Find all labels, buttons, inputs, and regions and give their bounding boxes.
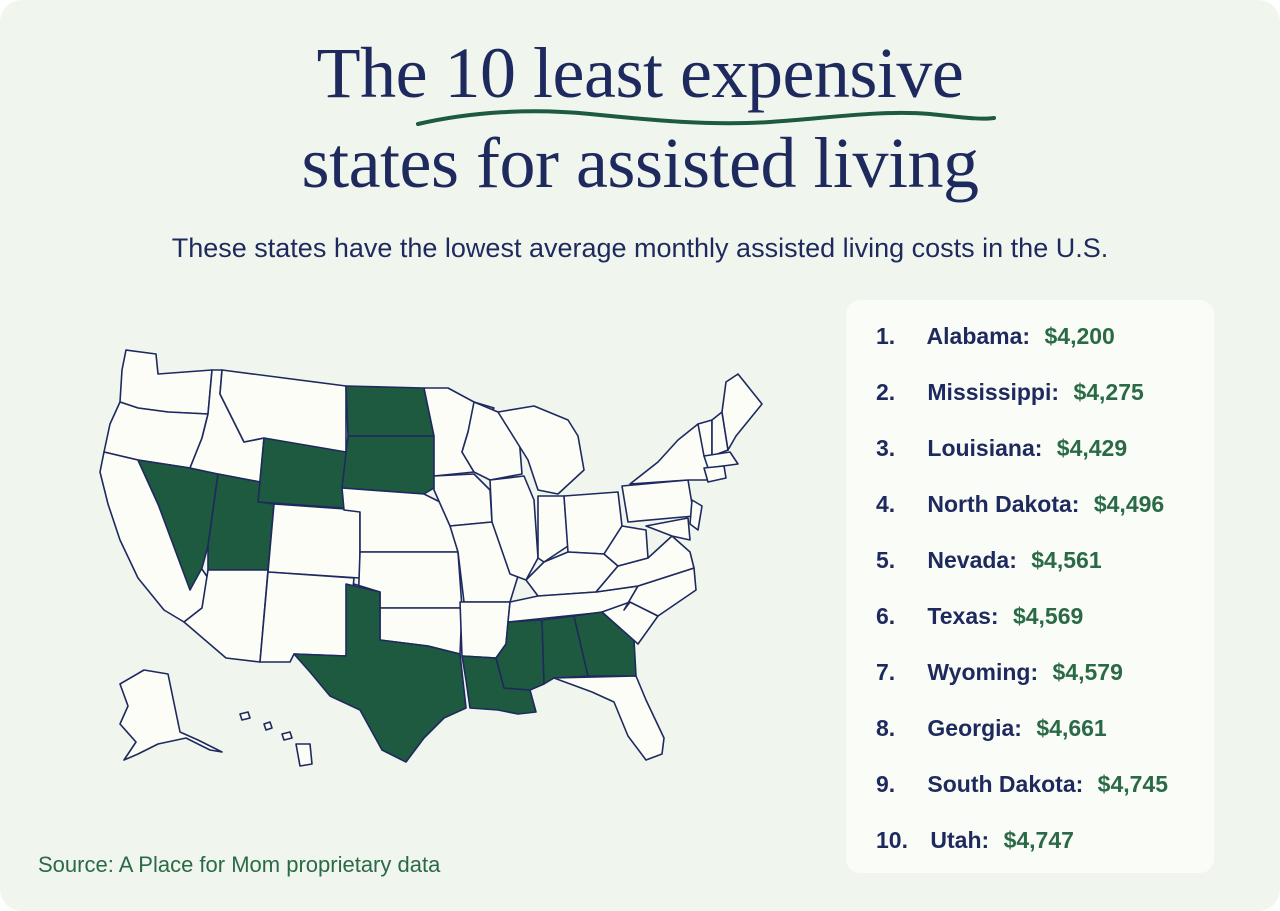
- rank-state: Louisiana:: [927, 435, 1043, 461]
- rank-cost: $4,561: [1031, 547, 1102, 573]
- rank-number: 10.: [876, 827, 908, 853]
- state-hawaii-4: [295, 743, 313, 767]
- rank-number: 1.: [876, 323, 896, 349]
- rank-number: 5.: [876, 547, 896, 573]
- rank-cost: $4,429: [1056, 435, 1128, 461]
- rank-number: 6.: [876, 603, 896, 629]
- state-maine: [721, 373, 763, 451]
- rank-state: South Dakota:: [927, 771, 1084, 797]
- list-item: 10. Utah: $4,747: [876, 820, 1206, 860]
- state-alaska: [119, 669, 223, 761]
- state-hawaii-2: [263, 721, 273, 731]
- rank-cost: $4,745: [1097, 771, 1169, 797]
- list-item: 3. Louisiana: $4,429: [876, 428, 1206, 468]
- title-underline-squiggle: [416, 109, 996, 126]
- rank-state: Alabama:: [926, 323, 1031, 349]
- rank-cost: $4,200: [1044, 323, 1115, 349]
- title-line-1: The 10 least expensive: [316, 33, 964, 113]
- state-west-virginia: [603, 525, 649, 567]
- state-maryland: [645, 517, 691, 541]
- rank-number: 4.: [876, 491, 896, 517]
- rank-number: 9.: [876, 771, 896, 797]
- rank-state: Texas:: [927, 603, 999, 629]
- rank-state: Wyoming:: [927, 659, 1039, 685]
- state-new-jersey: [689, 499, 703, 531]
- rank-cost: $4,275: [1073, 379, 1144, 405]
- list-item: 2. Mississippi: $4,275: [876, 372, 1206, 412]
- state-new-mexico: [259, 571, 355, 663]
- state-massachusetts: [703, 451, 739, 469]
- rank-number: 7.: [876, 659, 896, 685]
- state-florida: [553, 675, 665, 761]
- list-item: 4. North Dakota: $4,496: [876, 484, 1206, 524]
- list-item: 1. Alabama: $4,200: [876, 316, 1206, 356]
- rank-state: Georgia:: [927, 715, 1022, 741]
- state-michigan: [497, 405, 585, 495]
- subtitle: These states have the lowest average mon…: [171, 233, 1109, 263]
- rank-cost: $4,661: [1036, 715, 1107, 741]
- list-item: 6. Texas: $4,569: [876, 596, 1206, 636]
- rank-state: Utah:: [930, 827, 990, 853]
- us-map: [99, 349, 763, 767]
- state-washington: [119, 349, 213, 415]
- state-hawaii-3: [281, 731, 293, 741]
- rank-cost: $4,579: [1052, 659, 1123, 685]
- list-item: 5. Nevada: $4,561: [876, 540, 1206, 580]
- source-note: Source: A Place for Mom proprietary data: [38, 852, 441, 877]
- rank-number: 8.: [876, 715, 896, 741]
- state-pennsylvania: [621, 479, 695, 523]
- rank-state: Nevada:: [927, 547, 1017, 573]
- rank-state: North Dakota:: [927, 491, 1080, 517]
- state-colorado: [267, 503, 361, 579]
- state-south-dakota: [341, 435, 435, 495]
- title-line-2: states for assisted living: [301, 123, 979, 203]
- state-georgia: [573, 611, 637, 677]
- state-illinois: [489, 475, 539, 581]
- list-item: 8. Georgia: $4,661: [876, 708, 1206, 748]
- rank-cost: $4,496: [1093, 491, 1165, 517]
- ranking-panel: 1. Alabama: $4,200 2. Mississippi: $4,27…: [846, 300, 1214, 873]
- page-title: The 10 least expensive states for assist…: [0, 28, 1280, 208]
- rank-cost: $4,747: [1003, 827, 1074, 853]
- state-hawaii-1: [239, 711, 251, 721]
- state-indiana: [537, 495, 569, 563]
- state-texas: [293, 583, 467, 763]
- rank-number: 2.: [876, 379, 896, 405]
- state-north-dakota: [345, 385, 435, 437]
- rank-state: Mississippi:: [927, 379, 1060, 405]
- list-item: 7. Wyoming: $4,579: [876, 652, 1206, 692]
- state-connecticut: [703, 465, 727, 483]
- rank-number: 3.: [876, 435, 896, 461]
- list-item: 9. South Dakota: $4,745: [876, 764, 1206, 804]
- rank-cost: $4,569: [1012, 603, 1084, 629]
